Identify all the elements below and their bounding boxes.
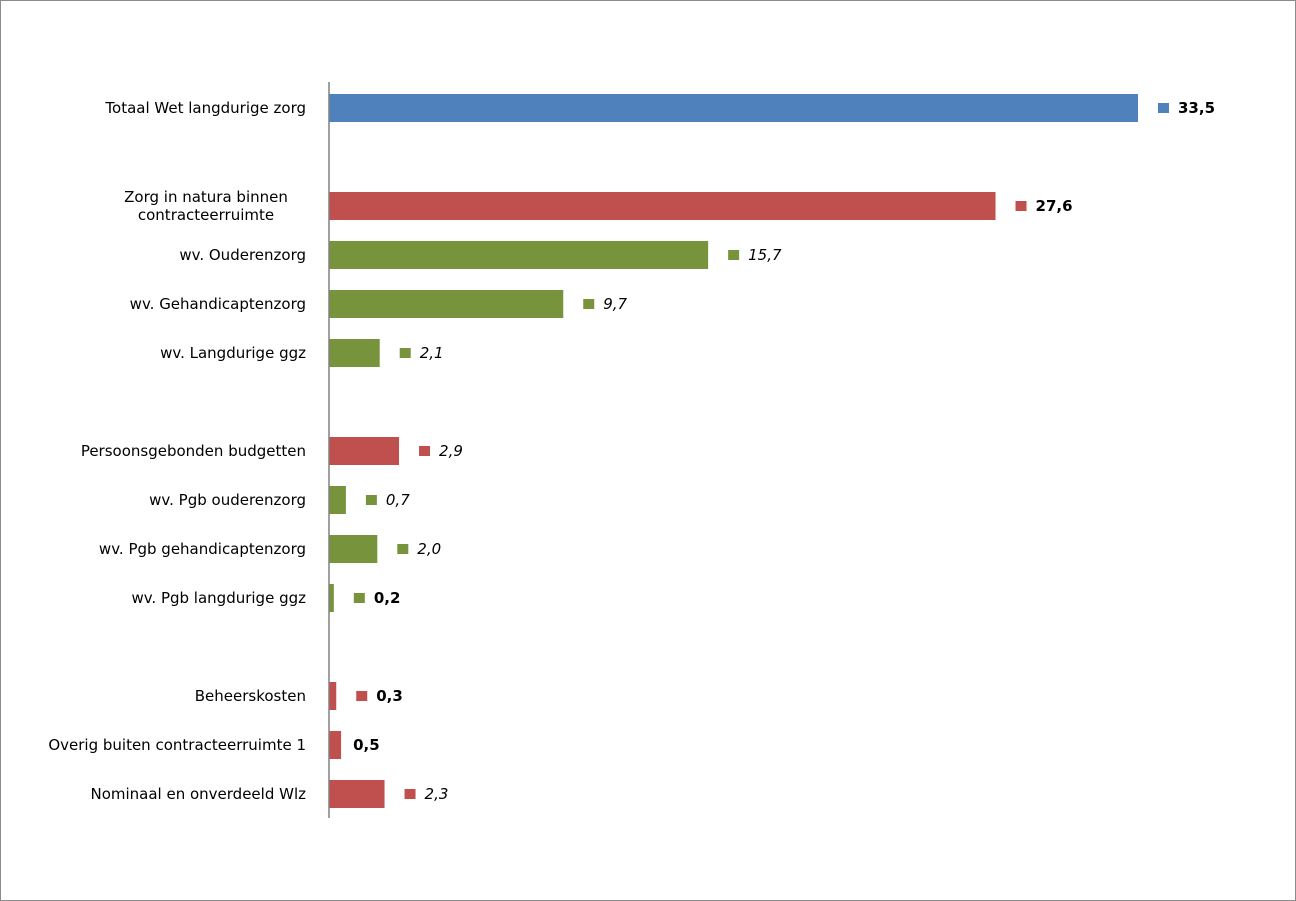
category-label-11: Nominaal en onverdeeld Wlz [90, 785, 306, 803]
category-label-4: wv. Langdurige ggz [160, 344, 306, 362]
value-label-5: 2,9 [439, 442, 463, 460]
category-label-3: wv. Gehandicaptenzorg [130, 295, 306, 313]
value-label-0: 33,5 [1178, 99, 1215, 117]
value-label-1: 27,6 [1036, 197, 1073, 215]
category-label-7: wv. Pgb gehandicaptenzorg [99, 540, 306, 558]
value-label-8: 0,2 [374, 589, 401, 607]
category-label-5: Persoonsgebonden budgetten [81, 442, 306, 460]
value-marker-6 [365, 495, 377, 505]
value-marker-3 [583, 299, 595, 309]
value-label-9: 0,3 [376, 687, 403, 705]
category-label-1-line-1: contracteerruimte [138, 206, 274, 224]
category-label-6: wv. Pgb ouderenzorg [149, 491, 306, 509]
value-marker-11 [404, 789, 416, 799]
value-label-7: 2,0 [417, 540, 441, 558]
value-label-11: 2,3 [425, 785, 449, 803]
bar-5 [329, 437, 400, 465]
bar-3 [329, 290, 564, 318]
value-label-2: 15,7 [748, 246, 782, 264]
value-label-4: 2,1 [420, 344, 444, 362]
category-label-1-line-0: Zorg in natura binnen [124, 188, 288, 206]
category-label-2: wv. Ouderenzorg [179, 246, 306, 264]
value-marker-2 [728, 250, 740, 260]
value-marker-5 [419, 446, 431, 456]
value-label-6: 0,7 [386, 491, 410, 509]
category-label-10: Overig buiten contracteerruimte 1 [48, 736, 306, 754]
category-label-9: Beheerskosten [195, 687, 306, 705]
bar-7 [329, 535, 378, 563]
value-marker-8 [353, 593, 365, 603]
bar-11 [329, 780, 385, 808]
category-label-0: Totaal Wet langdurige zorg [104, 99, 306, 117]
category-label-8: wv. Pgb langdurige ggz [131, 589, 306, 607]
bar-0 [329, 94, 1138, 122]
value-marker-1 [1015, 201, 1027, 211]
value-label-10: 0,5 [353, 736, 380, 754]
bar-2 [329, 241, 709, 269]
value-marker-7 [397, 544, 409, 554]
bar-1 [329, 192, 996, 220]
bar-6 [329, 486, 346, 514]
value-marker-4 [399, 348, 411, 358]
bar-4 [329, 339, 380, 367]
value-marker-0 [1158, 103, 1169, 113]
value-label-3: 9,7 [603, 295, 627, 313]
bar-8 [329, 584, 334, 612]
bar-10 [329, 731, 342, 759]
bar-9 [329, 682, 337, 710]
value-marker-9 [356, 691, 368, 701]
